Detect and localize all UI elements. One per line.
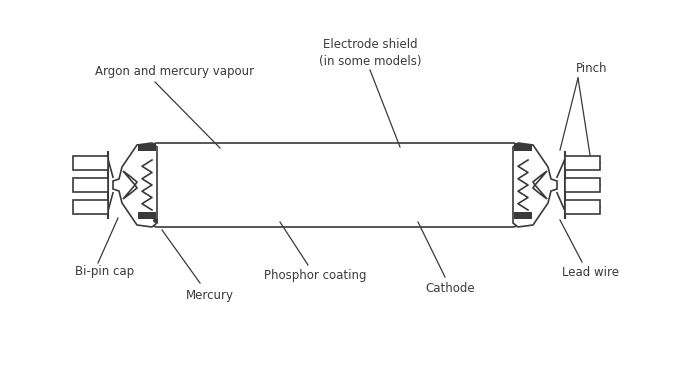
- Bar: [138, 212, 156, 219]
- Polygon shape: [123, 171, 137, 185]
- Text: (in some models): (in some models): [319, 54, 421, 67]
- Bar: [514, 144, 532, 151]
- Bar: [73, 156, 108, 170]
- Bar: [138, 144, 156, 151]
- Polygon shape: [113, 143, 157, 227]
- Text: Bi-pin cap: Bi-pin cap: [75, 265, 134, 279]
- Text: Lead wire: Lead wire: [561, 265, 618, 279]
- Polygon shape: [533, 171, 547, 185]
- Text: Argon and mercury vapour: Argon and mercury vapour: [95, 66, 254, 78]
- Bar: [565, 200, 600, 214]
- FancyBboxPatch shape: [153, 143, 517, 227]
- Bar: [73, 200, 108, 214]
- Text: Mercury: Mercury: [186, 289, 234, 301]
- Text: Electrode shield: Electrode shield: [322, 39, 417, 52]
- Polygon shape: [123, 185, 137, 199]
- Polygon shape: [513, 143, 557, 227]
- Bar: [565, 156, 600, 170]
- Text: Cathode: Cathode: [425, 282, 475, 294]
- Bar: [514, 212, 532, 219]
- Bar: [565, 178, 600, 192]
- Text: Pinch: Pinch: [576, 61, 608, 74]
- Text: Phosphor coating: Phosphor coating: [264, 269, 366, 282]
- Bar: [73, 178, 108, 192]
- Polygon shape: [533, 185, 547, 199]
